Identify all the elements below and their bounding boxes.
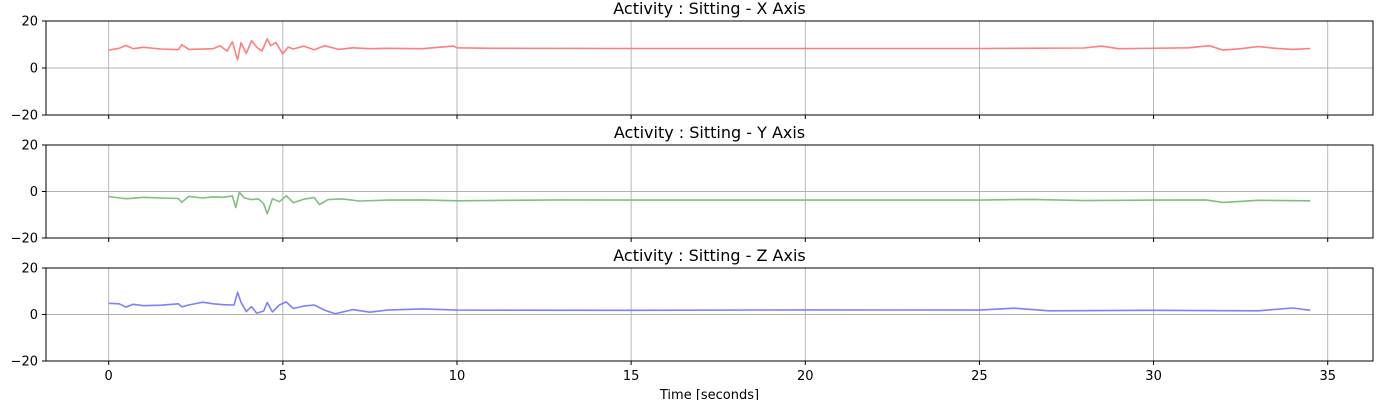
x-tick-label: 30 — [1145, 369, 1162, 384]
x-tick-label: 25 — [971, 369, 988, 384]
y-tick-label: 0 — [30, 185, 38, 200]
subplot-1: −20 0 20 Activity : Sitting - Y Axis — [11, 123, 1374, 247]
y-tick-label: 0 — [30, 62, 38, 77]
subplot-title: Activity : Sitting - Y Axis — [614, 123, 805, 142]
y-tick-label: 20 — [21, 139, 38, 154]
y-tick-label: 20 — [21, 262, 38, 277]
x-tick-label: 10 — [449, 369, 466, 384]
subplot-0: −20 0 20 Activity : Sitting - X Axis — [11, 0, 1374, 124]
subplot-title: Activity : Sitting - Z Axis — [613, 246, 805, 265]
series-line — [108, 291, 1311, 315]
x-tick-label: 20 — [797, 369, 814, 384]
y-tick-label: −20 — [11, 109, 38, 124]
series-line — [108, 38, 1311, 61]
y-tick-label: 0 — [30, 308, 38, 323]
x-tick-label: 5 — [279, 369, 287, 384]
y-tick-label: 20 — [21, 15, 38, 30]
x-tick-label: 35 — [1319, 369, 1336, 384]
series-line — [108, 191, 1311, 215]
subplot-2: −20 0 20 0 5 10 15 20 25 30 35 Activity : Sitting -… — [11, 246, 1374, 400]
x-axis-label: Time [seconds] — [659, 388, 759, 400]
x-tick-label: 15 — [623, 369, 640, 384]
y-tick-label: −20 — [11, 355, 38, 370]
y-tick-label: −20 — [11, 232, 38, 247]
subplot-title: Activity : Sitting - X Axis — [613, 0, 805, 18]
x-tick-label: 0 — [105, 369, 113, 384]
